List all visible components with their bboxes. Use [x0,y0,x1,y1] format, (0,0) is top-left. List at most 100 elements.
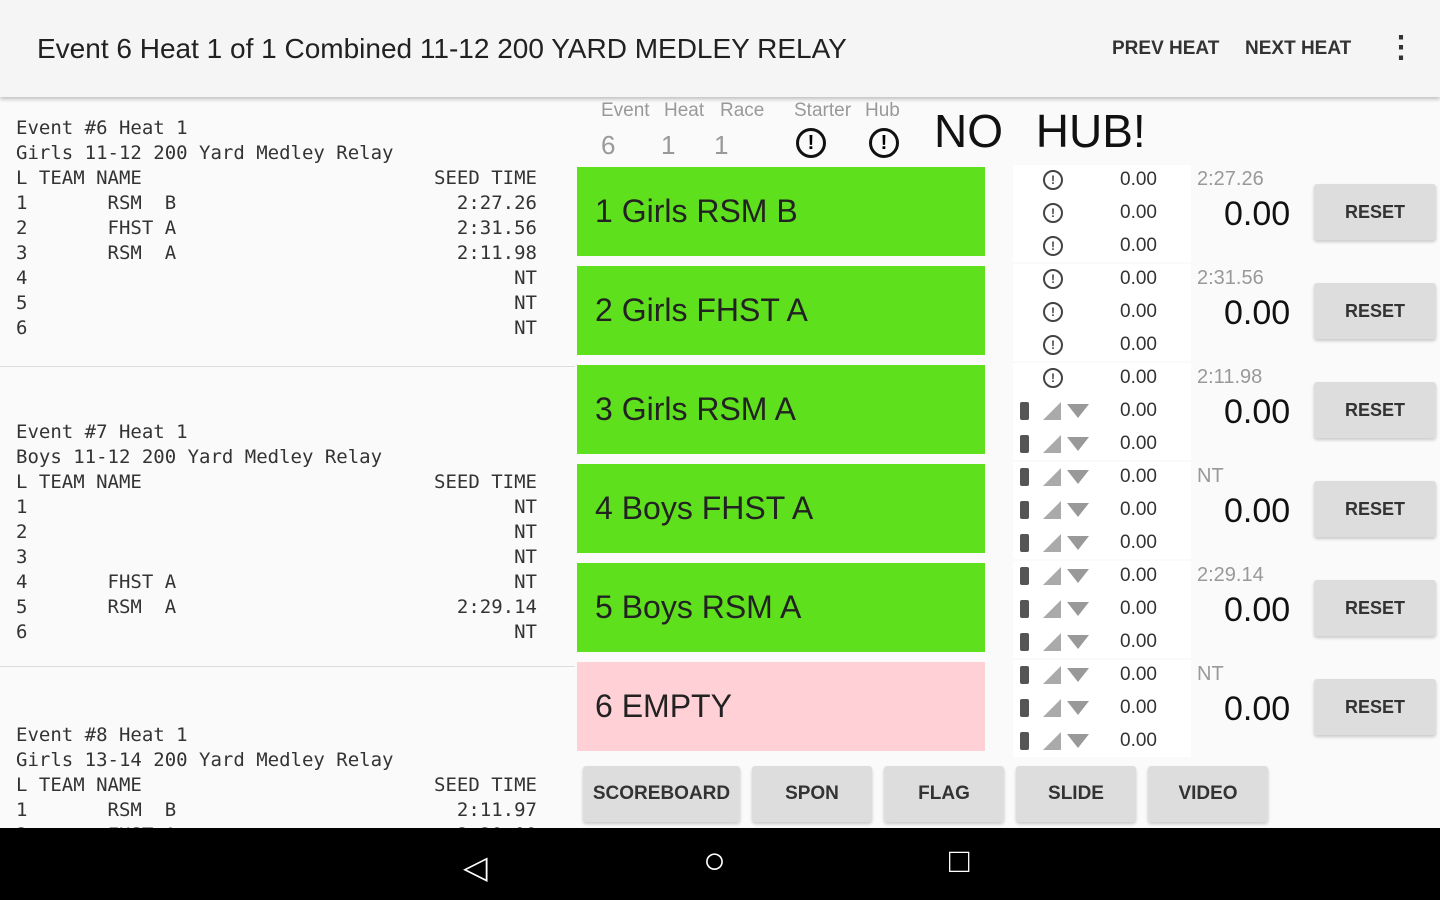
home-icon[interactable]: ○ [703,840,726,882]
device-row: ! 0.00 [1013,198,1191,231]
signal-icon [1043,468,1061,486]
battery-icon [1020,699,1029,717]
next-heat-button[interactable]: NEXT HEAT [1245,38,1352,59]
seed-time: NT [514,571,537,593]
lane-devices: ! 0.00! 0.00! 0.00 [1013,264,1191,361]
reset-button[interactable]: RESET [1314,382,1436,438]
heat-line: 3 [16,546,28,568]
reset-button[interactable]: RESET [1314,580,1436,636]
heat-sheet-list[interactable]: Event #6 Heat 1 Girls 11-12 200 Yard Medl… [0,100,575,828]
reset-button[interactable]: RESET [1314,679,1436,735]
heat-line: 5 RSM A [16,596,177,618]
heat-line: Event #7 Heat 1 [16,421,188,443]
lane-seed-time: 2:29.14 [1197,564,1264,586]
battery-icon [1020,402,1029,420]
device-row: ! 0.00 [1013,231,1191,264]
device-row: 0.00 [1013,561,1191,594]
prev-heat-button[interactable]: PREV HEAT [1112,38,1220,59]
lane-seed-time: 2:27.26 [1197,168,1264,190]
lane-6[interactable]: 6 EMPTY [577,662,985,751]
device-row: 0.00 [1013,726,1191,759]
signal-icon [1043,435,1061,453]
lane-1[interactable]: 1 Girls RSM B [577,167,985,256]
overflow-menu-icon[interactable]: ⋮ [1386,31,1416,64]
lane-2[interactable]: 2 Girls FHST A [577,266,985,355]
battery-icon [1020,666,1029,684]
page-title: Event 6 Heat 1 of 1 Combined 11-12 200 Y… [37,33,847,64]
heat-line: L TEAM NAME [16,471,142,493]
heat-block: Event #8 Heat 1 Girls 13-14 200 Yard Medl… [0,667,575,828]
lane-devices: 0.00 0.00 0.00 [1013,660,1191,757]
lane-4[interactable]: 4 Boys FHST A [577,464,985,553]
timer-clock-icon: ! [1043,203,1063,223]
device-row: ! 0.00 [1013,264,1191,297]
reset-button[interactable]: RESET [1314,283,1436,339]
device-time: 0.00 [1120,367,1157,388]
heat-line: Event #6 Heat 1 [16,117,188,139]
heat-line: 3 RSM A [16,242,177,264]
seed-time: NT [514,521,537,543]
device-row: ! 0.00 [1013,165,1191,198]
flag-button[interactable]: FLAG [884,766,1004,822]
race-label: Race [720,100,765,121]
wifi-icon [1067,602,1089,616]
recent-apps-icon[interactable]: □ [949,842,970,880]
battery-icon [1020,435,1029,453]
lane-final-time: 0.00 [1224,294,1291,332]
heat-line: 2 [16,521,28,543]
device-row: 0.00 [1013,627,1191,660]
battery-icon [1020,468,1029,486]
device-row: 0.00 [1013,495,1191,528]
lane-final-time: 0.00 [1224,393,1291,431]
slide-button[interactable]: SLIDE [1016,766,1136,822]
device-row: ! 0.00 [1013,330,1191,363]
heat-line: L TEAM NAME [16,167,142,189]
seed-time: NT [514,546,537,568]
device-time: 0.00 [1120,334,1157,355]
heat-line: 1 RSM B [16,192,177,214]
seed-time: NT [514,621,537,643]
lane-final-time: 0.00 [1224,690,1291,728]
scoreboard-button[interactable]: SCOREBOARD [583,766,740,822]
device-time: 0.00 [1120,202,1157,223]
heat-value: 1 [661,130,676,160]
wifi-icon [1067,635,1089,649]
reset-button[interactable]: RESET [1314,481,1436,537]
device-row: 0.00 [1013,594,1191,627]
lane-seed-time: 2:11.98 [1197,366,1263,388]
device-time: 0.00 [1120,532,1157,553]
lane-devices: 0.00 0.00 0.00 [1013,462,1191,559]
device-time: 0.00 [1120,301,1157,322]
hub-label: Hub [865,100,900,121]
hub-alert-icon: ! [869,128,899,158]
race-value: 1 [714,130,729,160]
back-icon[interactable]: ◁ [463,849,488,885]
app-bar: Event 6 Heat 1 of 1 Combined 11-12 200 Y… [0,0,1440,97]
lane-final-time: 0.00 [1224,195,1291,233]
starter-alert-icon: ! [796,128,826,158]
device-time: 0.00 [1120,565,1157,586]
wifi-icon [1067,536,1089,550]
seed-time: 2:11.97 [456,799,537,821]
seed-time: SEED TIME [434,167,537,189]
lane-3[interactable]: 3 Girls RSM A [577,365,985,454]
device-time: 0.00 [1120,400,1157,421]
heat-label: Heat [664,100,705,121]
seed-time: 2:27.26 [456,192,537,214]
seed-time: 2:31.56 [456,217,537,239]
heat-line: 1 [16,496,28,518]
signal-icon [1043,402,1061,420]
wifi-icon [1067,701,1089,715]
lane-5[interactable]: 5 Boys RSM A [577,563,985,652]
video-button[interactable]: VIDEO [1148,766,1268,822]
seed-time: NT [514,292,537,314]
reset-button[interactable]: RESET [1314,184,1436,240]
timer-clock-icon: ! [1043,302,1063,322]
lane-devices: 0.00 0.00 0.00 [1013,561,1191,658]
heat-block: Event #6 Heat 1 Girls 11-12 200 Yard Medl… [0,100,575,367]
seed-time: 2:20.00 [457,823,537,828]
device-time: 0.00 [1120,631,1157,652]
device-row: 0.00 [1013,528,1191,561]
spon-button[interactable]: SPON [752,766,872,822]
device-time: 0.00 [1120,697,1157,718]
